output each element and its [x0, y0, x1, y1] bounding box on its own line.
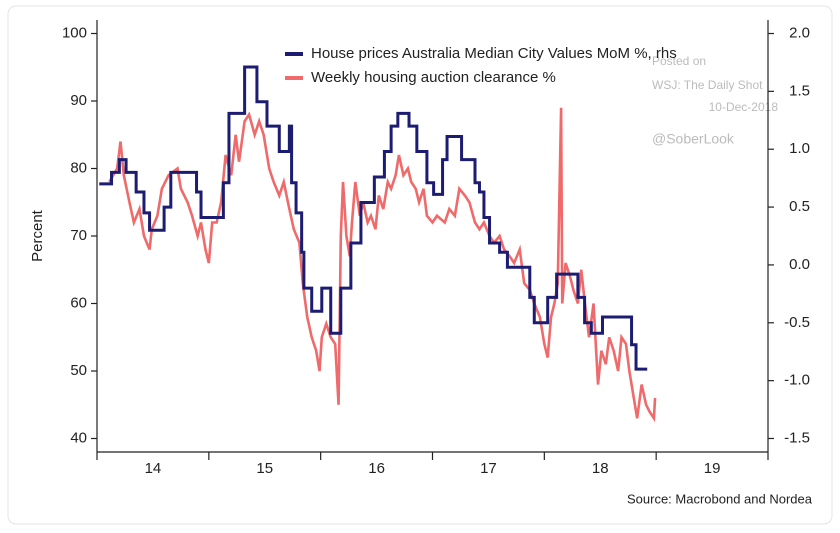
y2-tick-label: 2.0: [789, 24, 810, 41]
y-tick-label: 60: [70, 294, 87, 311]
y2-tick-label: 1.5: [789, 82, 810, 99]
y2-tick-label: -0.5: [784, 314, 810, 331]
y-tick-label: 70: [70, 227, 87, 244]
x-tick-label: 19: [704, 460, 721, 477]
watermark: @SoberLook: [652, 131, 735, 147]
y2-tick-label: -1.5: [784, 429, 810, 446]
series-line: [108, 107, 657, 423]
y-axis-label: Percent: [29, 209, 46, 262]
watermark: 10-Dec-2018: [709, 100, 779, 114]
watermark: WSJ: The Daily Shot: [652, 78, 763, 92]
x-tick-label: 18: [592, 460, 609, 477]
y2-tick-label: 1.0: [789, 140, 810, 157]
x-tick-label: 16: [368, 460, 385, 477]
y-tick-label: 100: [62, 24, 87, 41]
y-tick-label: 90: [70, 92, 87, 109]
y2-tick-label: 0.0: [789, 256, 810, 273]
x-tick-label: 17: [480, 460, 497, 477]
y-tick-label: 80: [70, 159, 87, 176]
source: Source: Macrobond and Nordea: [627, 491, 813, 506]
y2-tick-label: 0.5: [789, 198, 810, 215]
legend-label: Weekly housing auction clearance %: [311, 69, 556, 86]
y-tick-label: 50: [70, 362, 87, 379]
legend-label: House prices Australia Median City Value…: [311, 45, 677, 62]
y2-tick-label: -1.0: [784, 372, 810, 389]
y-tick-label: 40: [70, 429, 87, 446]
series-line: [99, 65, 648, 371]
x-tick-label: 15: [256, 460, 273, 477]
watermark: Posted on: [652, 54, 706, 68]
x-tick-label: 14: [145, 460, 162, 477]
chart-frame: [7, 5, 833, 525]
